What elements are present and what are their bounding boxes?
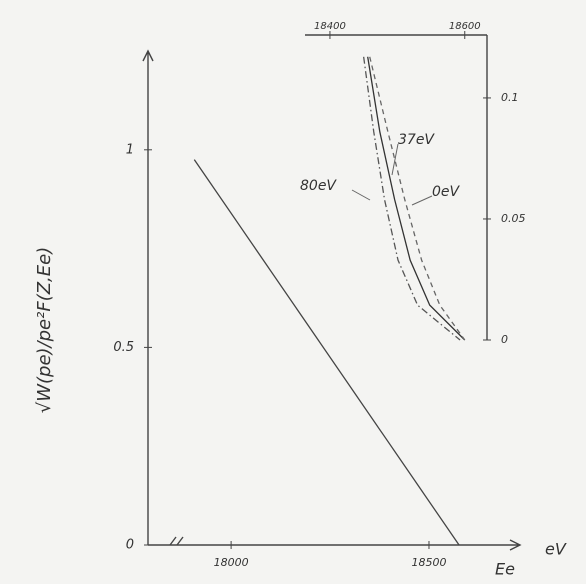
- x-tick-label: 18600: [449, 21, 481, 32]
- y-tick-label: 0: [126, 538, 134, 553]
- x-axis: [148, 539, 522, 551]
- data-line: [193, 159, 460, 546]
- label-leader: [391, 143, 399, 176]
- y-tick-label: 0: [501, 333, 508, 346]
- x-tick-label: 18500: [411, 556, 446, 569]
- x-tick-label: 18400: [314, 21, 346, 32]
- y-tick-label: 0.5: [113, 340, 134, 355]
- data-line: [369, 56, 466, 341]
- series-label: 0eV: [432, 184, 461, 200]
- label-leader: [411, 195, 433, 206]
- x-axis-title: Ee: [495, 560, 515, 579]
- label-leader: [351, 189, 371, 201]
- y-tick-label: 0.05: [501, 212, 526, 225]
- y-tick-label: 0.1: [501, 91, 519, 104]
- x-tick-label: 18000: [214, 556, 249, 569]
- y-axis-title: √W(pe)/pe²F(Z,Ee): [34, 247, 55, 414]
- axis-break: [169, 536, 184, 546]
- data-line: [367, 56, 466, 341]
- data-line: [362, 56, 461, 341]
- x-axis-unit: eV: [545, 540, 567, 559]
- series-label: 37eV: [398, 132, 435, 148]
- y-tick-label: 1: [126, 142, 134, 157]
- series-label: 80eV: [300, 178, 337, 194]
- y-axis: [142, 49, 154, 545]
